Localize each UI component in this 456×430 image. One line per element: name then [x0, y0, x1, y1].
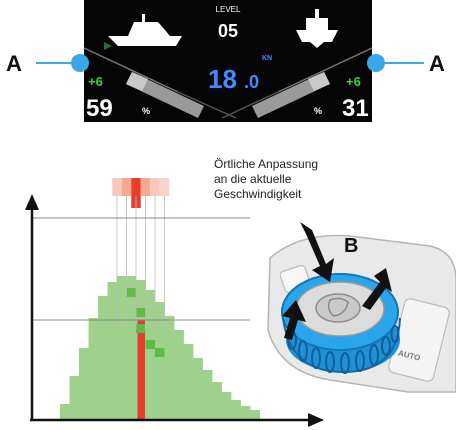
adjustment-chip: [131, 178, 141, 208]
annotation-line-2: an die aktuelle: [214, 172, 292, 186]
histogram-bar: [250, 410, 260, 420]
histogram-bar: [174, 330, 184, 420]
knob-dial[interactable]: [281, 273, 401, 374]
histogram-bar: [240, 406, 251, 420]
speed-decimal: .0: [244, 72, 259, 92]
adjustment-chip: [112, 178, 122, 196]
callout-a-left: A: [6, 51, 89, 76]
left-trim-value: 59: [86, 95, 113, 122]
histogram-bar: [88, 318, 99, 420]
callout-a-left-label: A: [6, 51, 22, 76]
display-screen: [84, 0, 372, 122]
histogram-bar: [155, 302, 165, 420]
arrow-left-icon: [282, 300, 306, 340]
histogram-chart: [25, 178, 324, 427]
histogram-bar: [164, 316, 175, 420]
arrow-top-icon: [300, 222, 334, 282]
press-arrows: [282, 222, 392, 340]
display-divider-center-left: [177, 91, 237, 119]
histogram-bar: [183, 344, 194, 420]
histogram-bar: [202, 370, 213, 420]
boat-side-icon: [104, 14, 182, 50]
histogram-bar: [231, 400, 241, 420]
level-value: 05: [218, 21, 238, 41]
histogram-bar: [69, 376, 80, 420]
display-divider-right: [277, 47, 373, 93]
adjustment-chip: [150, 178, 160, 196]
histogram-bar: [193, 358, 203, 420]
speed-unit: KN: [262, 55, 272, 62]
autotrim-display: LEVEL 05 18 .0 KN +6 59 % +6 31 %: [83, 0, 373, 122]
x-axis-arrow: [308, 413, 324, 427]
histogram-bar: [221, 392, 232, 420]
callout-b-label: B: [344, 235, 358, 257]
right-trim-delta: +6: [346, 74, 361, 89]
adjusted-bar-segment: [136, 324, 146, 333]
left-trim-delta: +6: [88, 74, 103, 89]
right-trim-unit: %: [314, 106, 322, 116]
adjustment-chip: [121, 178, 132, 196]
histogram-bar: [79, 348, 89, 420]
adjusted-bar-segment: [136, 308, 146, 317]
adjusted-bar-segment: [145, 340, 155, 349]
current-speed-bar: [137, 320, 145, 420]
callout-a-right: A: [367, 51, 445, 76]
boat-stern-icon: [296, 9, 338, 48]
display-divider-left: [83, 47, 179, 93]
left-trim-unit: %: [142, 106, 150, 116]
y-axis-arrow: [25, 194, 39, 210]
speed-value: 18: [208, 64, 237, 94]
adjustment-chip: [140, 178, 151, 196]
right-trim-bar: [252, 72, 330, 118]
level-label: LEVEL: [216, 5, 241, 14]
histogram-overlay: [112, 178, 170, 420]
arrow-right-icon: [362, 268, 392, 310]
display-divider-center-right: [221, 91, 279, 119]
adjusted-bar-segment: [155, 348, 165, 357]
histogram-bar: [212, 382, 222, 420]
right-trim-value: 31: [342, 95, 369, 122]
annotation: Örtliche Anpassung an die aktuelle Gesch…: [214, 157, 318, 201]
annotation-line-1: Örtliche Anpassung: [214, 157, 318, 171]
histogram-bar: [126, 276, 137, 420]
adjusted-bar-segment: [126, 288, 136, 297]
histogram-bar: [60, 404, 70, 420]
control-knob: AUTO: [267, 222, 456, 393]
histogram-bar: [145, 290, 156, 420]
adjustment-chip: [159, 178, 170, 196]
callout-a-right-label: A: [429, 51, 445, 76]
annotation-line-3: Geschwindigkeit: [214, 187, 302, 201]
histogram-bar: [117, 276, 127, 420]
histogram-bar: [98, 296, 108, 420]
histogram-bar: [107, 282, 118, 420]
left-trim-bar: [126, 72, 204, 118]
